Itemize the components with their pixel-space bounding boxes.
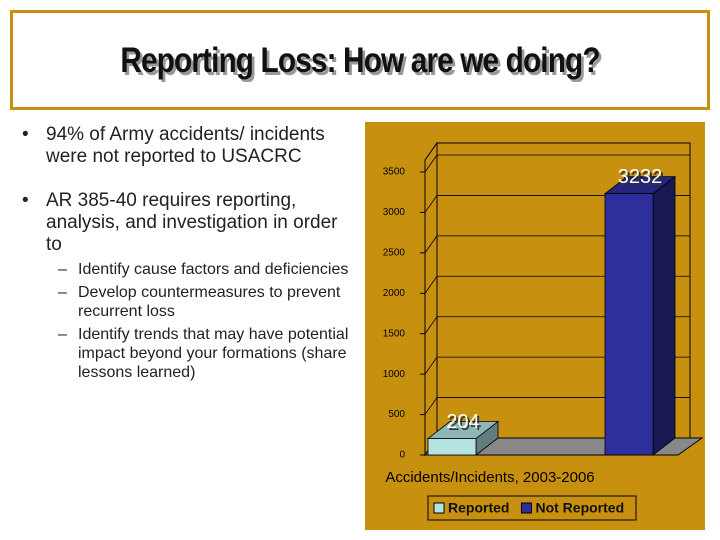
legend-swatch: [520, 502, 532, 514]
value-label: 3232: [618, 166, 663, 188]
side-wall: [424, 141, 438, 457]
sub-bullet: Identify cause factors and deficiencies: [18, 260, 353, 279]
y-tick-label: 500: [388, 409, 405, 420]
y-tick-label: 1000: [383, 369, 406, 380]
bullet-list: 94% of Army accidents/ incidents were no…: [18, 124, 353, 386]
sub-bullet: Identify trends that may have potential …: [18, 325, 353, 382]
title-box: Reporting Loss: How are we doing?: [10, 10, 710, 110]
y-tick-label: 3000: [383, 207, 406, 218]
y-tick-label: 0: [399, 450, 405, 461]
sub-bullet: Develop countermeasures to prevent recur…: [18, 283, 353, 321]
bar: [604, 193, 654, 456]
legend-label: Reported: [448, 500, 509, 516]
value-label-shadow: 204: [448, 413, 481, 435]
legend-label: Not Reported: [535, 500, 624, 516]
y-tick-label: 1500: [383, 328, 406, 339]
bar-side: [652, 175, 676, 456]
y-tick-label: 3500: [383, 167, 406, 178]
legend-swatch: [433, 502, 445, 514]
grid-line: [424, 154, 690, 173]
legend: [427, 495, 637, 521]
value-label-shadow: 3232: [620, 168, 665, 190]
value-label: 204: [446, 411, 479, 433]
y-tick-label: 2500: [383, 247, 406, 258]
bullet: 94% of Army accidents/ incidents were no…: [18, 124, 353, 168]
y-tick-label: 2000: [383, 288, 406, 299]
bar: [427, 438, 477, 456]
bullet: AR 385-40 requires reporting, analysis, …: [18, 190, 353, 256]
x-tick-label: Accidents/Incidents, 2003-2006: [385, 469, 594, 486]
slide-title: Reporting Loss: How are we doing?: [120, 41, 600, 80]
